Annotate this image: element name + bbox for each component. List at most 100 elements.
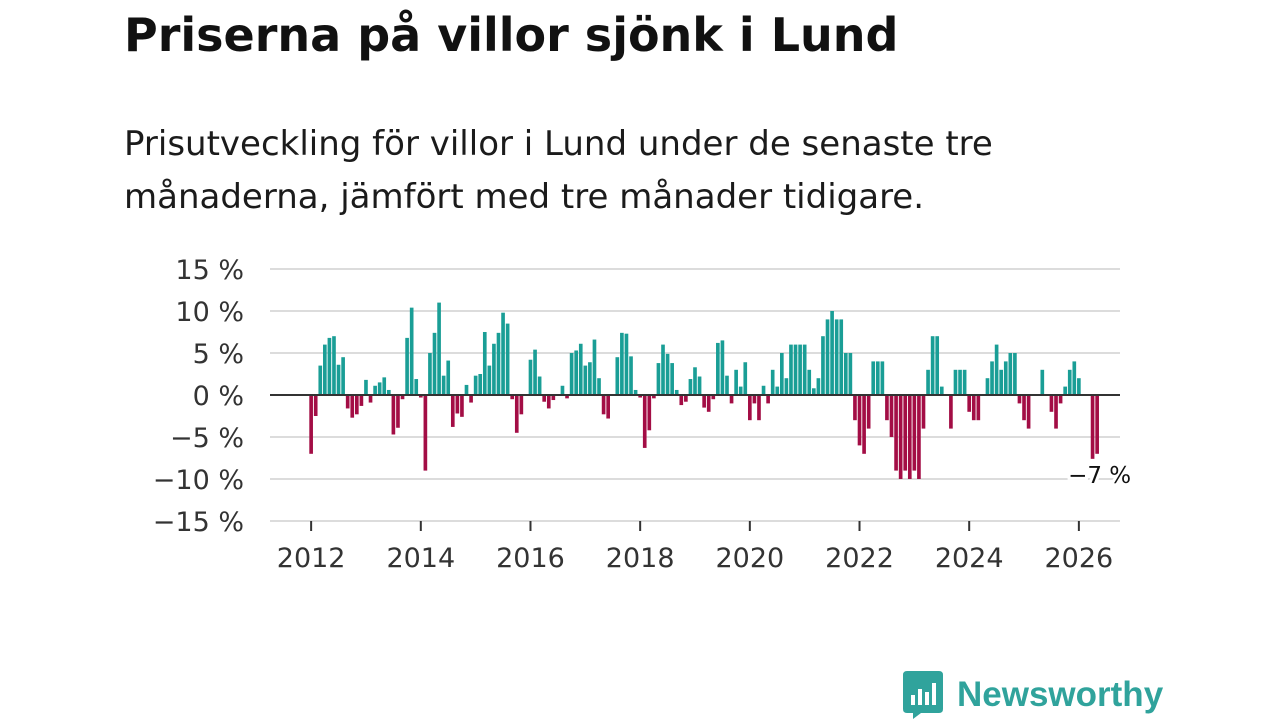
bar (364, 379, 368, 395)
bar (501, 312, 505, 395)
bar (1090, 395, 1095, 459)
bar (734, 369, 738, 395)
bar (332, 336, 336, 395)
bar (642, 395, 647, 448)
bar (1013, 353, 1017, 395)
bar (720, 340, 725, 395)
bar (405, 337, 409, 395)
bar (1040, 369, 1045, 395)
bar (606, 395, 610, 419)
bar (949, 395, 953, 429)
bar (1049, 395, 1054, 412)
bar (912, 395, 917, 471)
bar (939, 386, 944, 395)
bar (752, 395, 757, 404)
bar (574, 350, 579, 395)
bar (780, 353, 784, 395)
bar (688, 379, 693, 395)
bar (935, 336, 940, 395)
bar (793, 344, 798, 395)
bar (469, 395, 473, 403)
bar (592, 339, 597, 395)
y-tick-label: −15 % (153, 507, 244, 538)
bar (578, 343, 583, 395)
bar (1054, 395, 1058, 429)
bar (560, 385, 565, 395)
bar (976, 395, 981, 421)
bar (761, 385, 766, 395)
bar (994, 344, 999, 395)
bar (597, 378, 601, 395)
bar (396, 395, 400, 428)
bar (510, 395, 515, 400)
bar (665, 353, 670, 395)
bar (889, 395, 894, 437)
x-tick-label: 2024 (935, 543, 1004, 574)
bar (711, 395, 716, 400)
bar (542, 395, 547, 402)
bar (697, 376, 702, 395)
bar (729, 395, 734, 404)
bar (679, 395, 684, 406)
bar (748, 395, 752, 421)
bar (345, 395, 350, 409)
bar (482, 332, 487, 395)
bar (400, 395, 405, 400)
bar (373, 385, 377, 395)
bar (537, 376, 542, 395)
x-tick-label: 2014 (386, 543, 455, 574)
bar (967, 395, 972, 412)
bar (725, 375, 729, 395)
bar (533, 349, 537, 395)
bar (898, 395, 903, 479)
bar (546, 395, 551, 409)
bar (821, 336, 825, 395)
bar (656, 363, 661, 395)
bar (843, 353, 848, 395)
bar (652, 395, 656, 399)
bar (391, 395, 396, 435)
bar (441, 375, 446, 395)
bar (953, 369, 958, 395)
bar (355, 395, 359, 415)
bar (336, 364, 341, 395)
x-tick-label: 2018 (606, 543, 675, 574)
bar (985, 378, 990, 395)
bar (903, 395, 908, 471)
bar (971, 395, 976, 421)
bar (885, 395, 889, 421)
bar (478, 374, 483, 395)
bar (866, 395, 871, 429)
bar (633, 389, 638, 395)
bar (588, 362, 592, 395)
bar (519, 395, 524, 415)
bar (811, 388, 816, 395)
bar (386, 389, 391, 395)
bar (802, 344, 807, 395)
bar (565, 395, 569, 399)
bar (414, 379, 419, 395)
bar (871, 361, 876, 395)
bar (784, 378, 789, 395)
bar (505, 323, 510, 395)
x-tick-label: 2022 (825, 543, 894, 574)
bar (1003, 361, 1008, 395)
bar (798, 344, 802, 395)
bar (629, 356, 633, 395)
bar (492, 343, 496, 395)
bar (446, 360, 451, 395)
bar (743, 362, 748, 395)
bar (323, 344, 327, 395)
bar (926, 369, 930, 395)
bar (432, 332, 437, 395)
bar (473, 375, 478, 395)
bar (350, 395, 355, 418)
bar (857, 395, 862, 446)
bar (450, 395, 455, 427)
bar (377, 382, 382, 395)
bar (962, 369, 967, 395)
brand-logo: Newsworthy (903, 670, 1163, 720)
bar (601, 395, 606, 415)
bar (569, 353, 574, 395)
bar (738, 386, 743, 395)
